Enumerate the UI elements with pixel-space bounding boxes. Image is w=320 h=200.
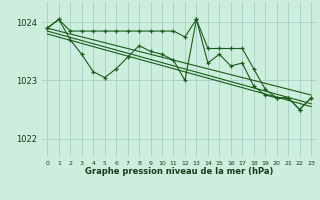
- X-axis label: Graphe pression niveau de la mer (hPa): Graphe pression niveau de la mer (hPa): [85, 167, 273, 176]
